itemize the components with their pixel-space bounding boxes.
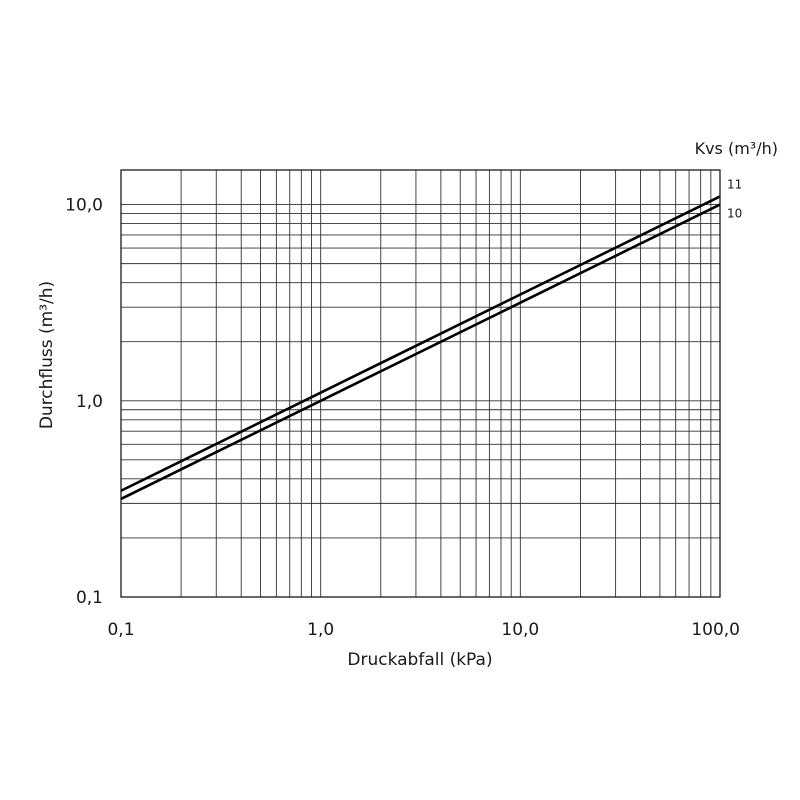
y-tick-label: 0,1 <box>76 588 103 608</box>
x-tick-label: 0,1 <box>107 620 134 640</box>
x-axis-label: Druckabfall (kPa) <box>347 650 492 670</box>
x-tick-label: 100,0 <box>691 620 740 640</box>
kvs-legend-title: Kvs (m³/h) <box>695 139 778 158</box>
x-tick-labels: 0,1 1,0 10,0 100,0 <box>107 620 740 640</box>
series-line-kvs-10 <box>120 203 721 501</box>
series-line-kvs-11 <box>120 195 721 492</box>
series-lines <box>120 195 721 501</box>
y-tick-labels: 0,1 1,0 10,0 <box>65 196 103 608</box>
grid <box>120 170 720 598</box>
x-tick-label: 10,0 <box>501 620 539 640</box>
x-tick-label: 1,0 <box>307 620 334 640</box>
series-labels: 11 10 <box>727 177 742 220</box>
y-tick-label: 10,0 <box>65 196 103 216</box>
series-label-kvs-11: 11 <box>727 177 742 191</box>
y-tick-label: 1,0 <box>76 392 103 412</box>
plot-frame <box>120 169 721 598</box>
series-label-kvs-10: 10 <box>727 207 742 221</box>
y-axis-label: Durchfluss (m³/h) <box>37 281 57 429</box>
